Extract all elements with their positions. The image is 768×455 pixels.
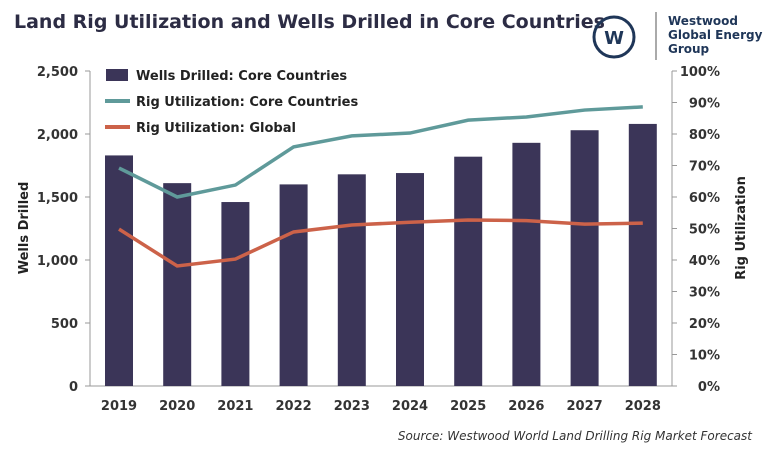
y2-tick-label: 60% — [689, 191, 720, 206]
source-note: Source: Westwood World Land Drilling Rig… — [398, 429, 753, 443]
logo-line1: Westwood — [668, 14, 738, 28]
y2-tick-label: 0% — [698, 380, 720, 395]
legend-swatch-bar — [106, 69, 128, 81]
y2-tick-label: 20% — [689, 317, 720, 332]
bar-2027 — [570, 130, 599, 386]
logo-line2: Global Energy — [668, 28, 763, 42]
logo-mark: W — [604, 28, 624, 49]
bar-2020 — [163, 183, 192, 386]
bar-2024 — [396, 173, 424, 386]
bar-2025 — [454, 156, 483, 386]
y-tick-label: 500 — [51, 317, 78, 332]
x-tick-label: 2028 — [625, 399, 661, 414]
bar-2021 — [221, 202, 250, 386]
x-tick-label: 2021 — [217, 399, 253, 414]
bar-2023 — [337, 174, 366, 386]
bar-2028 — [628, 123, 657, 387]
y2-tick-label: 90% — [689, 97, 720, 112]
chart-title: Land Rig Utilization and Wells Drilled i… — [14, 11, 605, 33]
y2-tick-label: 50% — [689, 223, 720, 238]
x-tick-label: 2025 — [450, 399, 486, 414]
y-tick-label: 2,000 — [37, 128, 78, 143]
y2-tick-label: 10% — [689, 349, 720, 364]
legend-label: Rig Utilization: Global — [136, 121, 296, 136]
y2-axis-label: Rig Utilization — [734, 176, 749, 280]
y2-tick-label: 40% — [689, 254, 720, 269]
y2-tick-label: 70% — [689, 160, 720, 175]
y-tick-label: 1,500 — [37, 191, 78, 206]
y2-tick-label: 80% — [689, 128, 720, 143]
x-tick-label: 2026 — [508, 399, 544, 414]
y2-tick-label: 30% — [689, 286, 720, 301]
bar-2026 — [512, 142, 541, 386]
x-tick-label: 2022 — [276, 399, 312, 414]
x-tick-label: 2020 — [159, 399, 195, 414]
x-tick-label: 2027 — [567, 399, 603, 414]
x-tick-label: 2019 — [101, 399, 137, 414]
x-tick-label: 2024 — [392, 399, 428, 414]
legend-label: Rig Utilization: Core Countries — [136, 95, 358, 110]
y-tick-label: 1,000 — [37, 254, 78, 269]
line-series-2 — [118, 218, 643, 268]
x-tick-label: 2023 — [334, 399, 370, 414]
bar-2019 — [105, 155, 133, 386]
y-axis-label: Wells Drilled — [17, 182, 32, 275]
logo-circle-icon — [592, 15, 636, 59]
y2-tick-label: 100% — [680, 65, 720, 80]
legend-label: Wells Drilled: Core Countries — [136, 69, 347, 84]
y-tick-label: 0 — [69, 380, 78, 395]
logo-line3: Group — [668, 42, 710, 56]
y-tick-label: 2,500 — [37, 65, 78, 80]
bar-2022 — [279, 184, 308, 386]
westwood-logo: W Westwood Global Energy Group — [592, 12, 763, 60]
line-series-1 — [118, 105, 643, 199]
